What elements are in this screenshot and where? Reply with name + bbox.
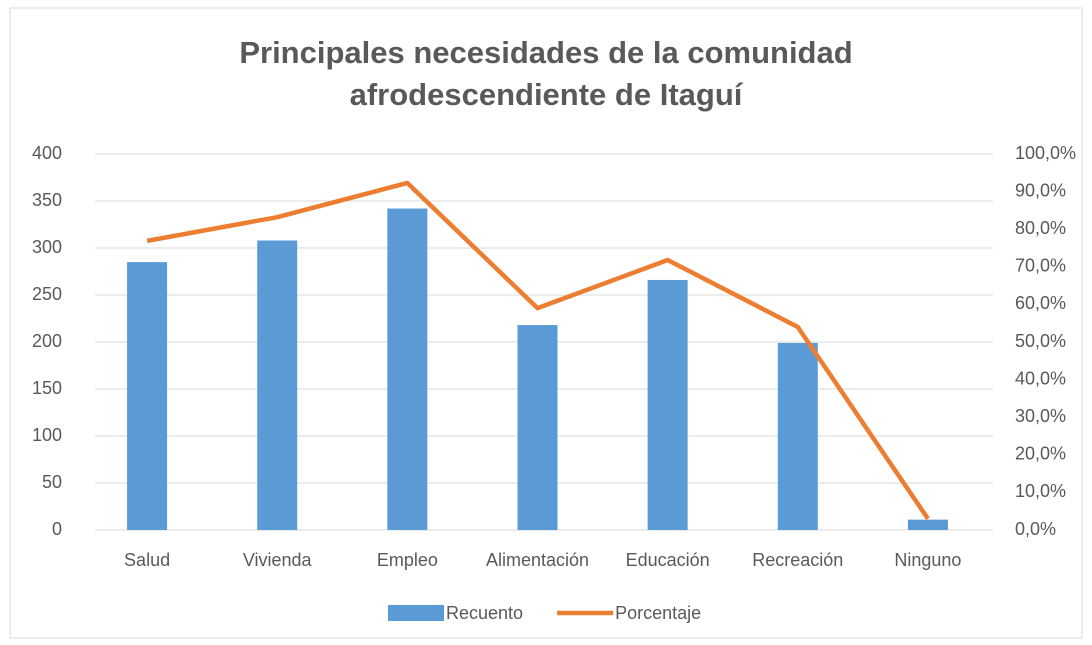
y2-tick-label: 30,0%: [1015, 406, 1066, 426]
y-tick-label: 350: [32, 190, 62, 210]
y2-tick-label: 80,0%: [1015, 218, 1066, 238]
y-tick-label: 200: [32, 331, 62, 351]
y-tick-label: 100: [32, 425, 62, 445]
bar: [777, 342, 818, 530]
x-tick-label: Vivienda: [243, 550, 313, 570]
y-tick-label: 0: [52, 519, 62, 539]
y2-tick-label: 50,0%: [1015, 331, 1066, 351]
x-tick-label: Recreación: [752, 550, 843, 570]
bar: [517, 325, 558, 530]
legend-label: Porcentaje: [615, 603, 701, 623]
y2-tick-label: 10,0%: [1015, 481, 1066, 501]
y2-tick-label: 20,0%: [1015, 444, 1066, 464]
bar: [647, 279, 688, 530]
chart-border: [9, 7, 1083, 639]
y-tick-label: 300: [32, 237, 62, 257]
y2-tick-label: 70,0%: [1015, 256, 1066, 276]
bar: [907, 519, 948, 530]
y2-tick-label: 100,0%: [1015, 143, 1076, 163]
legend-swatch: [388, 605, 444, 621]
y-tick-label: 150: [32, 378, 62, 398]
bar: [127, 262, 168, 530]
y2-tick-label: 90,0%: [1015, 180, 1066, 200]
y2-tick-label: 0,0%: [1015, 519, 1056, 539]
x-tick-label: Empleo: [377, 550, 438, 570]
y2-tick-label: 40,0%: [1015, 368, 1066, 388]
line: [146, 180, 930, 520]
legend-label: Recuento: [446, 603, 523, 623]
x-tick-label: Ninguno: [894, 550, 961, 570]
y-tick-label: 400: [32, 143, 62, 163]
x-tick-label: Salud: [124, 550, 170, 570]
bar: [387, 208, 428, 530]
y2-tick-label: 60,0%: [1015, 293, 1066, 313]
x-tick-label: Educación: [626, 550, 710, 570]
chart-title: Principales necesidades de la comunidad …: [239, 35, 853, 112]
x-tick-label: Alimentación: [486, 550, 589, 570]
title-box: Principales necesidades de la comunidad …: [0, 32, 1092, 116]
y-tick-label: 250: [32, 284, 62, 304]
bar: [257, 240, 298, 531]
y-tick-label: 50: [42, 472, 62, 492]
